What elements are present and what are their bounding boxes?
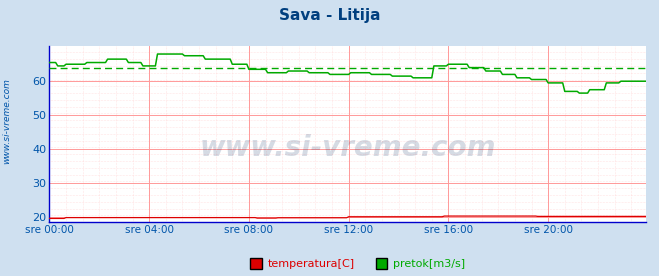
Text: temperatura[C]: temperatura[C] — [268, 259, 355, 269]
Text: Sava - Litija: Sava - Litija — [279, 8, 380, 23]
Text: www.si-vreme.com: www.si-vreme.com — [2, 78, 11, 164]
Text: www.si-vreme.com: www.si-vreme.com — [200, 134, 496, 162]
Text: pretok[m3/s]: pretok[m3/s] — [393, 259, 465, 269]
